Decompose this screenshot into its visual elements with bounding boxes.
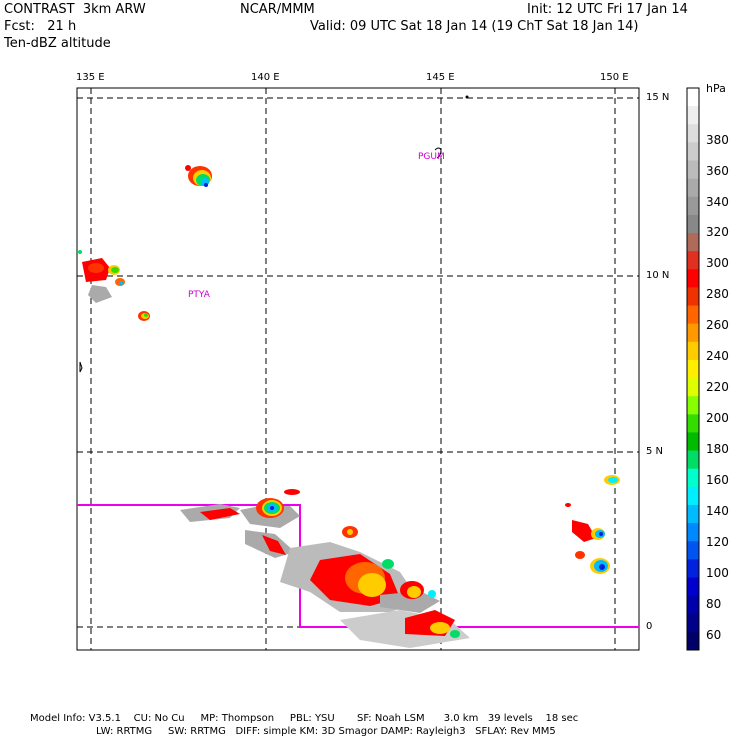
colorbar-swatch (687, 305, 699, 325)
colorbar-tick-label: 80 (706, 596, 722, 611)
lon-label-145: 145 E (426, 72, 455, 83)
echo-cells (78, 165, 620, 648)
colorbar-swatch (687, 251, 699, 270)
lon-label-150: 150 E (600, 72, 629, 83)
colorbar-swatch (687, 486, 699, 506)
colorbar-tick-label: 120 (706, 534, 729, 549)
colorbar-swatch (687, 559, 699, 578)
colorbar-swatch (687, 631, 699, 651)
colorbar-swatch (687, 541, 699, 560)
colorbar-swatch (687, 414, 699, 433)
colorbar-tick-label: 320 (706, 225, 729, 240)
colorbar-swatch (687, 106, 699, 125)
model-info-line1: Model Info: V3.5.1 CU: No Cu MP: Thompso… (30, 713, 579, 724)
colorbar-tick-label: 220 (706, 380, 729, 395)
colorbar-swatch (687, 341, 699, 361)
colorbar-tick-label: 140 (706, 503, 729, 518)
colorbar-swatch (687, 124, 699, 143)
colorbar-tick-label: 60 (706, 627, 722, 642)
island-dot (465, 95, 469, 99)
colorbar-swatch (687, 613, 699, 633)
lat-label-5n: 5 N (646, 446, 664, 457)
colorbar-swatch (687, 396, 699, 415)
colorbar-tick-label: 360 (706, 163, 729, 178)
colorbar-swatch (687, 88, 699, 107)
colorbar-tick-label: 300 (706, 256, 729, 271)
colorbar-swatch (687, 233, 699, 252)
colorbar-tick-label: 260 (706, 318, 729, 333)
lat-label-15n: 15 N (646, 92, 670, 103)
colorbar-swatch (687, 287, 699, 307)
colorbar (686, 87, 700, 651)
colorbar-swatch (687, 432, 699, 452)
colorbar-swatch (687, 142, 699, 162)
colorbar-swatch (687, 359, 699, 379)
colorbar-swatch (687, 577, 699, 597)
colorbar-tick-label: 280 (706, 287, 729, 302)
lon-label-135: 135 E (76, 72, 105, 83)
valid-time: Valid: 09 UTC Sat 18 Jan 14 (19 ChT Sat … (310, 19, 639, 34)
lat-label-0: 0 (646, 621, 653, 632)
colorbar-unit: hPa (706, 82, 726, 95)
init-time: Init: 12 UTC Fri 17 Jan 14 (527, 2, 688, 17)
colorbar-tick-label: 200 (706, 411, 729, 426)
colorbar-tick-label: 180 (706, 441, 729, 456)
lat-label-10n: 10 N (646, 270, 670, 281)
island-outline (79, 361, 83, 373)
model-info-line2: LW: RRTMG SW: RRTMG DIFF: simple KM: 3D … (96, 726, 556, 737)
colorbar-swatch (687, 323, 699, 343)
colorbar-swatch (687, 468, 699, 488)
colorbar-swatch (687, 178, 699, 198)
colorbar-tick-label: 240 (706, 349, 729, 364)
station-ptya: PTYA (188, 290, 210, 300)
colorbar-swatch (687, 160, 699, 180)
colorbar-tick-label: 380 (706, 132, 729, 147)
lon-label-140: 140 E (251, 72, 280, 83)
colorbar-swatch (687, 196, 699, 216)
colorbar-swatch (687, 269, 699, 288)
model-title: CONTRAST 3km ARW (4, 2, 146, 17)
guam-outline (434, 147, 442, 159)
colorbar-tick-label: 160 (706, 472, 729, 487)
forecast-hour: Fcst: 21 h (4, 19, 77, 34)
org-label: NCAR/MMM (240, 2, 315, 17)
colorbar-swatch (687, 595, 699, 615)
colorbar-swatch (687, 214, 699, 234)
colorbar-tick-label: 340 (706, 194, 729, 209)
colorbar-swatch (687, 523, 699, 542)
colorbar-swatch (687, 450, 699, 470)
colorbar-swatch (687, 504, 699, 524)
colorbar-frame (686, 87, 700, 651)
station-pgum: PGUM (418, 152, 445, 162)
field-title: Ten-dBZ altitude (4, 36, 111, 51)
colorbar-swatch (687, 378, 699, 397)
colorbar-tick-label: 100 (706, 565, 729, 580)
